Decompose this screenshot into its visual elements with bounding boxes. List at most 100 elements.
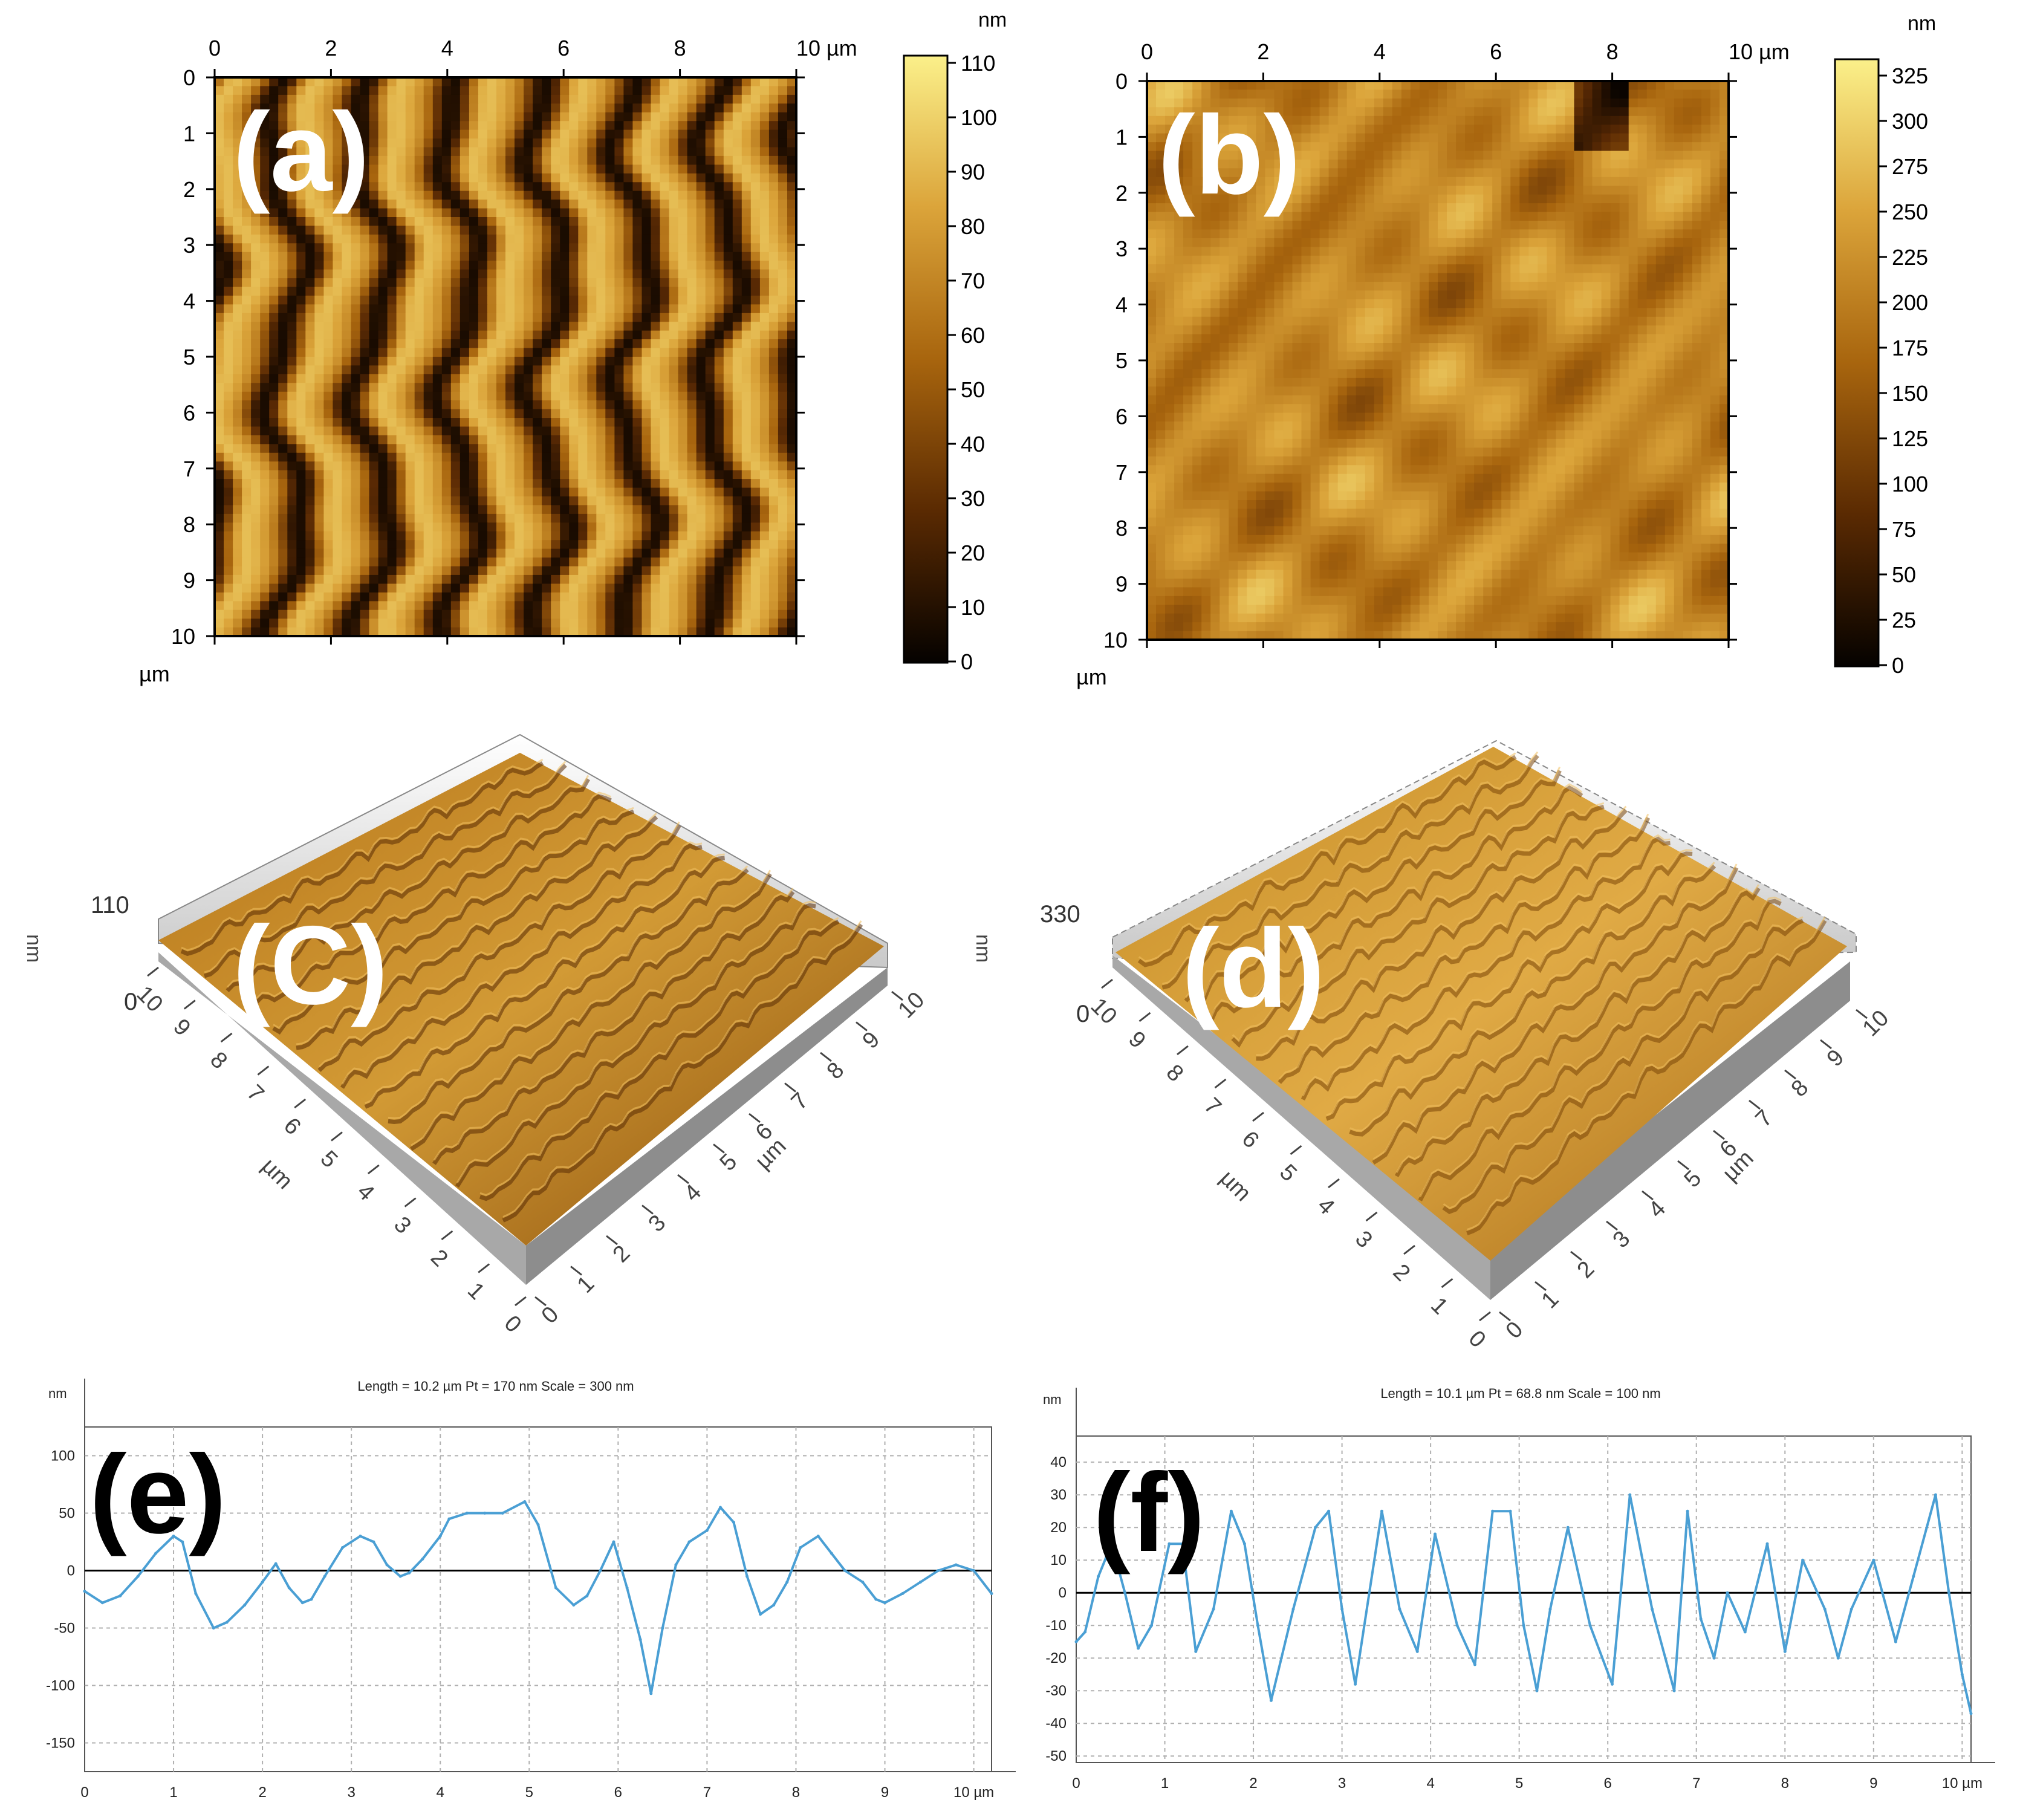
heatmap-cell	[1528, 177, 1539, 186]
heatmap-cell	[605, 155, 615, 166]
heatmap-cell	[578, 522, 588, 532]
heatmap-cell	[1229, 159, 1239, 169]
heatmap-cell	[605, 583, 615, 593]
heatmap-cell	[1283, 98, 1293, 108]
heatmap-cell	[1429, 81, 1438, 91]
heatmap-cell	[351, 409, 361, 418]
heatmap-cell	[378, 269, 388, 279]
heatmap-cell	[614, 461, 625, 471]
heatmap-cell	[678, 627, 688, 637]
heatmap-cell	[623, 217, 634, 227]
heatmap-cell	[750, 522, 761, 532]
heatmap-cell	[714, 86, 724, 96]
heatmap-cell	[569, 330, 579, 340]
heatmap-cell	[269, 391, 279, 401]
heatmap-cell	[605, 627, 615, 637]
heatmap-cell	[460, 374, 470, 384]
heatmap-cell	[787, 147, 797, 157]
heatmap-cell	[333, 374, 343, 384]
heatmap-cell	[750, 330, 761, 340]
heatmap-cell	[1156, 98, 1166, 108]
heatmap-cell	[660, 609, 670, 619]
heatmap-cell	[560, 391, 570, 401]
heatmap-cell	[1701, 81, 1711, 91]
heatmap-cell	[542, 173, 551, 183]
heatmap-cell	[342, 287, 352, 296]
heatmap-cell	[333, 540, 343, 550]
heatmap-cell	[578, 592, 588, 602]
heatmap-cell	[660, 627, 670, 637]
heatmap-cell	[333, 357, 343, 366]
heatmap-cell	[505, 461, 515, 471]
heatmap-cell	[560, 418, 570, 427]
heatmap-cell	[623, 426, 634, 436]
heatmap-cell	[551, 129, 560, 139]
heatmap-cell	[714, 531, 724, 541]
heatmap-cell	[314, 400, 325, 410]
heatmap-cell	[560, 269, 570, 279]
heatmap-cell	[524, 330, 533, 340]
heatmap-cell	[215, 374, 224, 384]
heatmap-cell	[450, 217, 461, 227]
heatmap-cell	[505, 540, 515, 550]
heatmap-cell	[560, 601, 570, 611]
heatmap-cell	[714, 164, 724, 174]
heatmap-cell	[251, 522, 261, 532]
heatmap-cell	[787, 365, 797, 375]
heatmap-cell	[487, 365, 497, 375]
heatmap-cell	[432, 548, 443, 558]
heatmap-cell	[251, 121, 261, 131]
heatmap-cell	[287, 418, 297, 427]
heatmap-cell	[478, 583, 488, 593]
heatmap-cell	[578, 400, 588, 410]
heatmap-cell	[1365, 115, 1375, 125]
heatmap-cell	[623, 330, 634, 340]
heatmap-cell	[787, 557, 797, 567]
heatmap-cell	[723, 322, 733, 331]
heatmap-cell	[269, 252, 279, 261]
heatmap-cell	[333, 479, 343, 489]
heatmap-cell	[487, 173, 497, 183]
heatmap-cell	[342, 426, 352, 436]
heatmap-cell	[687, 103, 697, 113]
heatmap-cell	[778, 77, 788, 87]
heatmap-cell	[1574, 115, 1584, 125]
heatmap-cell	[641, 208, 652, 218]
heatmap-cell	[251, 269, 261, 279]
heatmap-cell	[1429, 186, 1438, 195]
heatmap-cell	[314, 138, 325, 148]
heatmap-cell	[515, 269, 524, 279]
heatmap-cell	[1346, 115, 1357, 125]
heatmap-cell	[478, 619, 488, 628]
heatmap-cell	[1465, 151, 1475, 160]
heatmap-cell	[432, 426, 443, 436]
heatmap-cell	[533, 574, 542, 585]
heatmap-cell	[342, 365, 352, 375]
heatmap-cell	[768, 505, 779, 515]
heatmap-cell	[305, 261, 316, 270]
heatmap-cell	[1219, 168, 1230, 178]
heatmap-cell	[569, 601, 579, 611]
heatmap-cell	[1419, 133, 1429, 143]
heatmap-cell	[1710, 125, 1720, 134]
heatmap-cell	[1165, 81, 1175, 91]
heatmap-cell	[1447, 159, 1457, 169]
heatmap-cell	[1510, 186, 1521, 195]
heatmap-cell	[423, 243, 434, 253]
heatmap-cell	[651, 164, 661, 174]
heatmap-cell	[396, 200, 406, 209]
heatmap-cell	[314, 313, 325, 322]
heatmap-cell	[469, 234, 479, 244]
heatmap-cell	[778, 348, 788, 357]
heatmap-cell	[423, 103, 434, 113]
heatmap-cell	[441, 182, 452, 192]
heatmap-cell	[360, 252, 370, 261]
heatmap-cell	[678, 278, 688, 288]
heatmap-cell	[732, 592, 742, 602]
heatmap-cell	[414, 252, 424, 261]
heatmap-cell	[750, 609, 761, 619]
heatmap-cell	[696, 383, 706, 392]
heatmap-cell	[369, 548, 379, 558]
heatmap-cell	[233, 583, 242, 593]
heatmap-cell	[1565, 159, 1575, 169]
